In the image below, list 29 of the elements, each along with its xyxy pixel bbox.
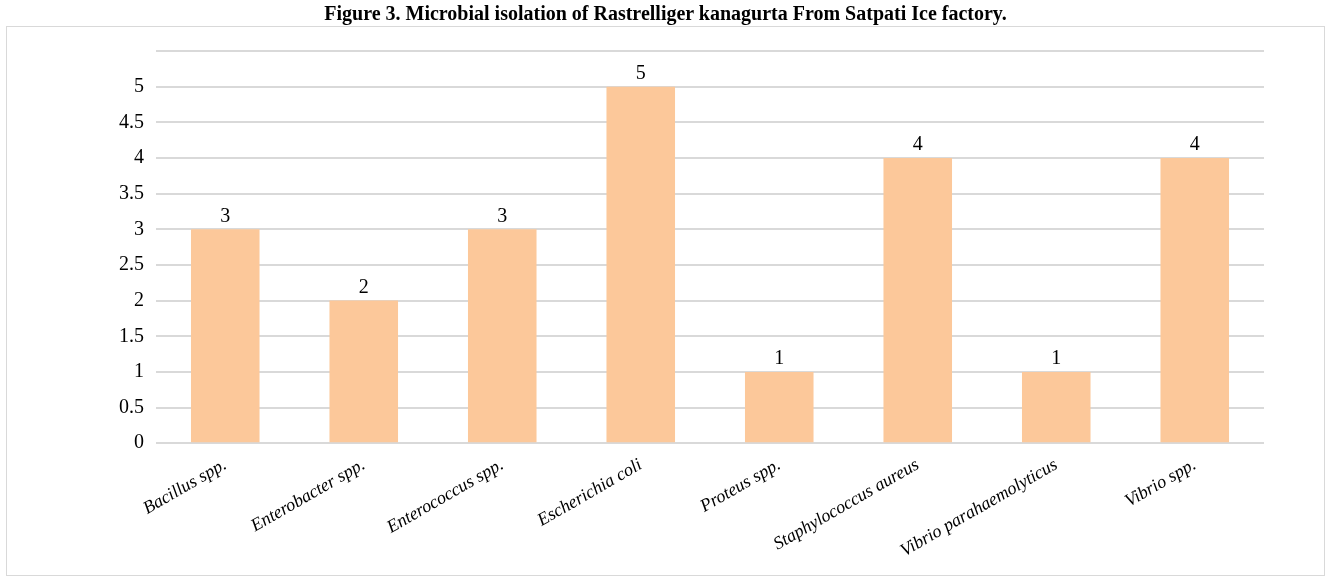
bar bbox=[1160, 157, 1230, 443]
y-tick-label: 5 bbox=[134, 73, 144, 96]
x-tick-label: Vibrio spp. bbox=[1121, 453, 1200, 511]
y-tick-label: 3 bbox=[134, 216, 144, 239]
y-tick-label: 3.5 bbox=[119, 180, 144, 203]
y-tick-label: 2.5 bbox=[119, 252, 144, 275]
data-label: 3 bbox=[220, 203, 231, 226]
bar bbox=[606, 86, 676, 443]
bar bbox=[190, 229, 260, 443]
chart-title: Figure 3. Microbial isolation of Rastrelliger kanagurta From Satpati Ice factory. bbox=[323, 1, 1008, 26]
y-tick-label: 4 bbox=[134, 145, 144, 168]
bar bbox=[1021, 371, 1091, 443]
bar bbox=[744, 371, 814, 443]
y-tick-label: 0.5 bbox=[119, 394, 144, 417]
bar bbox=[467, 229, 537, 443]
data-label: 1 bbox=[774, 346, 785, 369]
data-label: 1 bbox=[1051, 346, 1062, 369]
bar bbox=[329, 300, 399, 443]
y-tick-label: 4.5 bbox=[119, 109, 144, 132]
bar bbox=[883, 157, 953, 443]
y-tick-label: 0 bbox=[134, 430, 144, 453]
data-label: 5 bbox=[635, 60, 646, 83]
data-label: 2 bbox=[358, 274, 369, 297]
y-tick-label: 2 bbox=[134, 287, 144, 310]
data-label: 3 bbox=[497, 203, 508, 226]
y-tick-label: 1 bbox=[134, 359, 144, 382]
data-label: 4 bbox=[912, 132, 923, 155]
data-label: 4 bbox=[1189, 132, 1200, 155]
y-tick-label: 1.5 bbox=[119, 323, 144, 346]
